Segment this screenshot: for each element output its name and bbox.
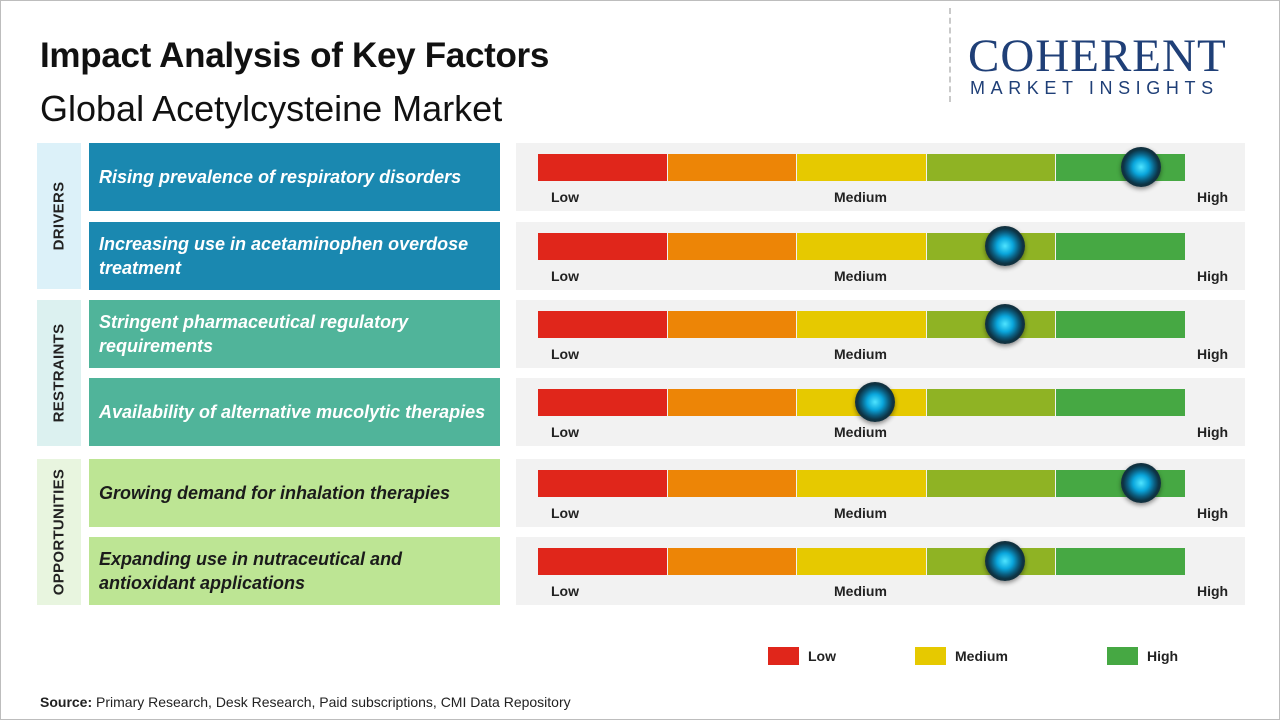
- impact-marker: [984, 304, 1025, 344]
- scale-label-high: High: [1197, 268, 1229, 284]
- scale-segment: [926, 470, 1056, 497]
- source-note: Source: Primary Research, Desk Research,…: [40, 694, 571, 710]
- scale-segment: [538, 154, 667, 181]
- scale-segment: [1056, 389, 1185, 416]
- scale-segment: [926, 154, 1056, 181]
- category-label: OPPORTUNITIES: [50, 468, 68, 596]
- scale-label-low: Low: [551, 268, 579, 284]
- scale-segment: [667, 548, 797, 575]
- scale-segment: [667, 233, 797, 260]
- scale-segment: [538, 311, 667, 338]
- factor-label: Expanding use in nutraceutical and antio…: [89, 537, 500, 605]
- scale-segment: [667, 311, 797, 338]
- factor-label: Availability of alternative mucolytic th…: [89, 378, 500, 446]
- scale-label-high: High: [1197, 189, 1229, 205]
- scale-segment: [667, 154, 797, 181]
- scale-segment: [797, 154, 926, 181]
- legend-label: High: [1147, 648, 1179, 664]
- scale-segment: [797, 470, 926, 497]
- scale-label-low: Low: [551, 189, 579, 205]
- scale-label-high: High: [1197, 505, 1229, 521]
- scale-segment: [797, 311, 926, 338]
- scale-segment: [538, 389, 667, 416]
- impact-marker: [854, 382, 895, 422]
- factor-label: Rising prevalence of respiratory disorde…: [89, 143, 500, 211]
- source-prefix: Source:: [40, 694, 93, 710]
- legend-swatch: [768, 647, 799, 665]
- scale-segment: [538, 470, 667, 497]
- scale-label-high: High: [1197, 346, 1229, 362]
- scale-label-low: Low: [551, 505, 579, 521]
- scale-segment: [1056, 233, 1185, 260]
- factor-label: Stringent pharmaceutical regulatory requ…: [89, 300, 500, 368]
- scale-segment: [667, 389, 797, 416]
- logo-divider: [949, 8, 951, 102]
- scale-label-low: Low: [551, 583, 579, 599]
- scale-label-medium: Medium: [834, 583, 887, 599]
- category-opportunities: OPPORTUNITIES: [37, 459, 81, 605]
- scale-label-high: High: [1197, 583, 1229, 599]
- legend-swatch: [915, 647, 946, 665]
- scale-label-medium: Medium: [834, 346, 887, 362]
- impact-marker: [1120, 463, 1161, 503]
- scale-segment: [797, 233, 926, 260]
- factor-label: Increasing use in acetaminophen overdose…: [89, 222, 500, 290]
- scale-segment: [797, 548, 926, 575]
- scale-label-medium: Medium: [834, 505, 887, 521]
- impact-marker: [1120, 147, 1161, 187]
- scale-segment: [1056, 548, 1185, 575]
- scale-segment: [926, 389, 1056, 416]
- coherent-logo: COHERENT MARKET INSIGHTS: [968, 30, 1268, 102]
- impact-marker: [984, 541, 1025, 581]
- factor-label: Growing demand for inhalation therapies: [89, 459, 500, 527]
- legend-swatch: [1107, 647, 1138, 665]
- scale-segment: [667, 470, 797, 497]
- scale-segment: [1056, 311, 1185, 338]
- impact-marker: [984, 226, 1025, 266]
- logo-wordmark: COHERENT: [968, 30, 1227, 82]
- category-restraints: RESTRAINTS: [37, 300, 81, 446]
- source-text: Primary Research, Desk Research, Paid su…: [92, 694, 571, 710]
- scale-segment: [538, 233, 667, 260]
- chart-title: Impact Analysis of Key Factors: [40, 36, 550, 75]
- scale-label-medium: Medium: [834, 424, 887, 440]
- scale-label-medium: Medium: [834, 268, 887, 284]
- scale-label-medium: Medium: [834, 189, 887, 205]
- scale-label-high: High: [1197, 424, 1229, 440]
- logo-tagline: MARKET INSIGHTS: [970, 78, 1219, 98]
- scale-label-low: Low: [551, 346, 579, 362]
- scale-label-low: Low: [551, 424, 579, 440]
- scale-segment: [538, 548, 667, 575]
- legend-label: Medium: [955, 648, 1008, 664]
- legend-label: Low: [808, 648, 836, 664]
- category-label: DRIVERS: [50, 181, 68, 251]
- chart-subtitle: Global Acetylcysteine Market: [40, 88, 503, 129]
- category-label: RESTRAINTS: [50, 323, 68, 423]
- category-drivers: DRIVERS: [37, 143, 81, 289]
